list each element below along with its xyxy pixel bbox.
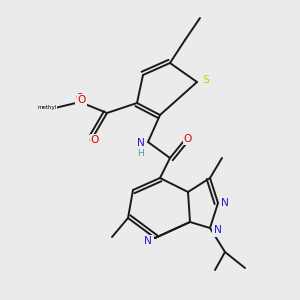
Text: N: N [221,198,229,208]
Text: O: O [91,135,99,145]
Text: N: N [221,198,229,208]
Text: H: H [138,148,144,158]
Text: N: N [214,225,222,235]
Text: methyl: methyl [38,106,57,110]
Text: S: S [204,75,210,85]
Text: O: O [185,133,193,143]
Text: O: O [78,95,86,105]
Text: N: N [145,237,153,247]
Text: O: O [89,136,97,146]
Text: N: N [136,139,144,149]
Text: S: S [202,75,209,85]
Text: H: H [136,149,144,159]
Text: O: O [76,93,84,103]
Text: N: N [137,138,145,148]
Text: N: N [213,226,221,236]
Text: O: O [184,134,192,144]
Text: N: N [144,236,152,246]
